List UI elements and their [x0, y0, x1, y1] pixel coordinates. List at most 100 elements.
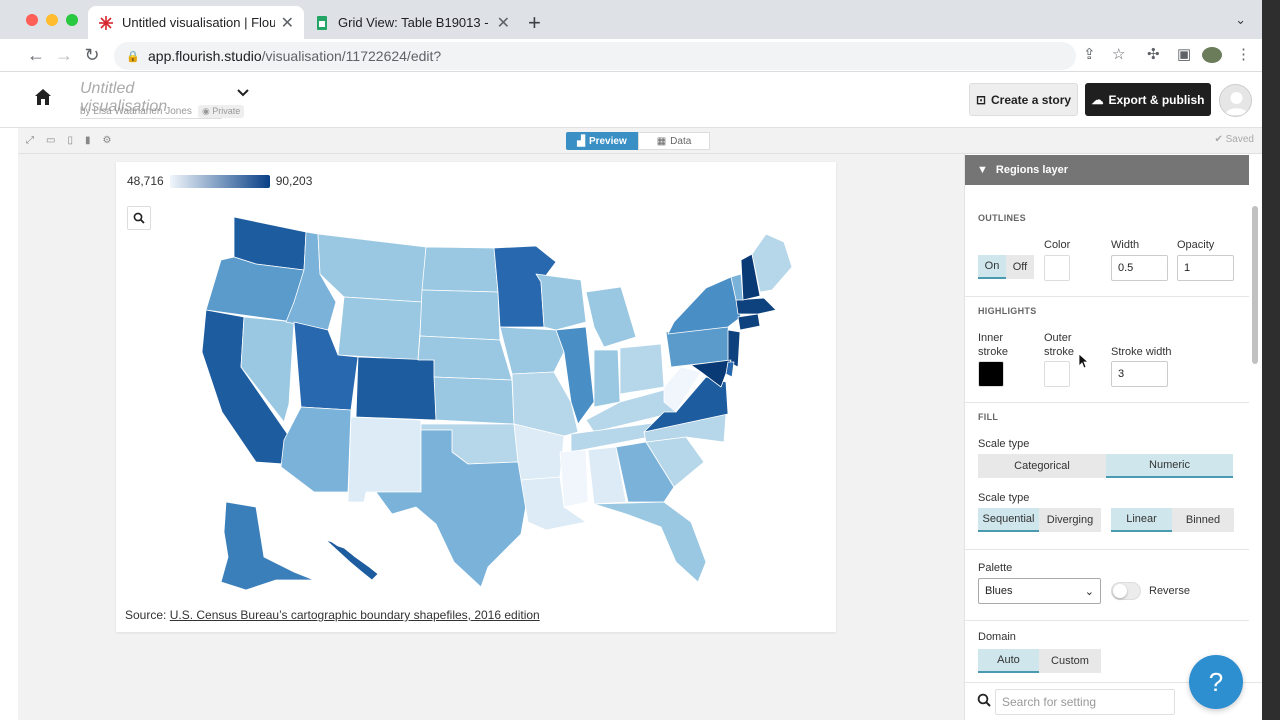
linear-button[interactable]: Linear [1111, 508, 1172, 532]
extensions-puzzle-icon[interactable]: ✣ [1147, 46, 1160, 63]
state-maryland [690, 359, 732, 388]
visualisation-title[interactable]: Untitled visualisation [80, 80, 222, 119]
state-colorado [355, 356, 437, 421]
profile-avatar-icon[interactable] [1202, 47, 1222, 63]
close-tab-icon[interactable]: ✕ [280, 14, 294, 32]
outline-width-input[interactable]: 0.5 [1111, 255, 1168, 281]
map-search-button[interactable] [127, 206, 151, 230]
view-switch: ▟ Preview ▦ Data [566, 132, 710, 150]
reload-icon[interactable]: ↻ [84, 44, 100, 65]
back-arrow-icon[interactable]: ← [27, 44, 45, 65]
state-kansas [433, 376, 515, 425]
state-wisconsin [535, 273, 587, 331]
address-bar[interactable]: 🔒 app.flourish.studio /visualisation/117… [114, 42, 1076, 70]
layer-title: Regions layer [995, 164, 1069, 176]
state-alaska [220, 501, 315, 591]
tab-search-chevron-icon[interactable]: ⌄ [1235, 12, 1246, 27]
stroke-width-input[interactable]: 3 [1111, 361, 1168, 387]
domain-custom-button[interactable]: Custom [1039, 649, 1101, 673]
outline-color-label: Color [1044, 239, 1071, 251]
export-publish-label: Export & publish [1108, 92, 1205, 107]
us-choropleth-map [201, 216, 793, 591]
state-west-virginia [663, 366, 702, 413]
outline-opacity-label: Opacity [1177, 239, 1215, 251]
story-play-icon: ⊡ [975, 92, 986, 107]
kebab-menu-icon[interactable]: ⋮ [1236, 46, 1251, 63]
categorical-button[interactable]: Categorical [978, 454, 1106, 478]
palette-label: Palette [978, 562, 1013, 574]
outline-opacity-input[interactable]: 1 [1177, 255, 1234, 281]
fullscreen-icon[interactable]: ⤢ [26, 135, 34, 146]
title-dropdown-chevron-icon[interactable] [236, 85, 250, 101]
binned-button[interactable]: Binned [1172, 508, 1234, 532]
create-story-button[interactable]: ⊡ Create a story [969, 83, 1078, 116]
flourish-logo-icon [99, 15, 113, 30]
tab-grid-view[interactable]: Grid View: Table B19013 - Cens ✕ [304, 6, 520, 39]
tab-flourish[interactable]: Untitled visualisation | Flourish ✕ [88, 6, 304, 39]
reverse-label: Reverse [1149, 585, 1190, 597]
state-louisiana [520, 476, 587, 531]
sequential-diverging-toggle: Sequential Diverging [978, 508, 1101, 532]
outlines-off-button[interactable]: Off [1006, 255, 1034, 279]
state-georgia [615, 441, 675, 503]
domain-auto-button[interactable]: Auto [978, 649, 1039, 673]
settings-gear-icon[interactable]: ⚙ [102, 135, 112, 146]
scale-type-label: Scale type [978, 438, 1030, 450]
source-link[interactable]: U.S. Census Bureau’s cartographic bounda… [169, 608, 540, 622]
share-icon[interactable]: ⇪ [1083, 46, 1096, 63]
regions-layer-header[interactable]: ▼ Regions layer [965, 155, 1249, 185]
inner-stroke-label: Inner stroke [978, 332, 1008, 358]
maximize-window-button[interactable] [66, 14, 78, 26]
new-tab-icon[interactable]: + [528, 10, 541, 35]
help-button[interactable]: ? [1189, 655, 1243, 709]
state-iowa [499, 326, 565, 375]
close-tab-icon[interactable]: ✕ [496, 14, 510, 32]
tab-preview[interactable]: ▟ Preview [566, 132, 638, 150]
export-publish-button[interactable]: ☁ Export & publish [1085, 83, 1211, 116]
desktop-edge [1262, 0, 1280, 720]
legend-max: 90,203 [275, 174, 313, 188]
state-montana [317, 233, 427, 303]
url-host: app.flourish.studio [148, 48, 262, 64]
viewport-controls: ⤢ ▭ ▯ ▮ ⚙ [26, 135, 111, 146]
palette-select[interactable]: Blues ⌄ [978, 578, 1101, 604]
bookmark-star-icon[interactable]: ☆ [1112, 46, 1126, 63]
sequential-button[interactable]: Sequential [978, 508, 1039, 532]
forward-arrow-icon[interactable]: → [55, 44, 73, 65]
desktop-view-icon[interactable]: ▭ [46, 135, 56, 146]
state-texas [375, 429, 529, 588]
mobile-view-icon[interactable]: ▮ [84, 135, 91, 146]
close-window-button[interactable] [26, 14, 38, 26]
diverging-button[interactable]: Diverging [1039, 508, 1101, 532]
state-ohio [619, 343, 665, 395]
outer-stroke-label: Outer stroke [1044, 332, 1074, 358]
cloud-upload-icon: ☁ [1091, 92, 1104, 107]
outlines-on-button[interactable]: On [978, 255, 1006, 279]
tablet-view-icon[interactable]: ▯ [67, 135, 73, 146]
inner-stroke-swatch[interactable] [978, 361, 1004, 387]
chevron-down-icon: ⌄ [1084, 585, 1094, 598]
tab-data[interactable]: ▦ Data [638, 132, 710, 150]
reverse-toggle[interactable] [1111, 582, 1141, 600]
privacy-badge: ◉ Private [197, 105, 245, 118]
home-icon[interactable] [34, 88, 52, 106]
table-icon: ▦ [656, 135, 667, 147]
chart-icon: ▟ [577, 135, 585, 147]
state-nevada [240, 316, 295, 423]
outer-stroke-swatch[interactable] [1044, 361, 1070, 387]
scale-type-toggle: Categorical Numeric [978, 454, 1233, 478]
minimize-window-button[interactable] [46, 14, 58, 26]
app-header: Untitled visualisation by Lisa Waananen … [0, 72, 1262, 128]
panel-scrollbar[interactable] [1252, 206, 1258, 364]
numeric-button[interactable]: Numeric [1106, 454, 1233, 478]
domain-toggle: Auto Custom [978, 649, 1101, 673]
state-michigan [585, 286, 637, 348]
outline-color-swatch[interactable] [1044, 255, 1070, 281]
user-avatar[interactable] [1219, 84, 1252, 117]
browser-toolbar: ← → ↻ 🔒 app.flourish.studio /visualisati… [0, 39, 1262, 72]
sidebar-icon[interactable]: ▣ [1177, 46, 1192, 63]
create-story-label: Create a story [991, 92, 1072, 107]
state-new-mexico [347, 416, 422, 503]
setting-search-input[interactable]: Search for setting [995, 689, 1175, 715]
source-note: Source: U.S. Census Bureau’s cartographi… [125, 608, 540, 622]
